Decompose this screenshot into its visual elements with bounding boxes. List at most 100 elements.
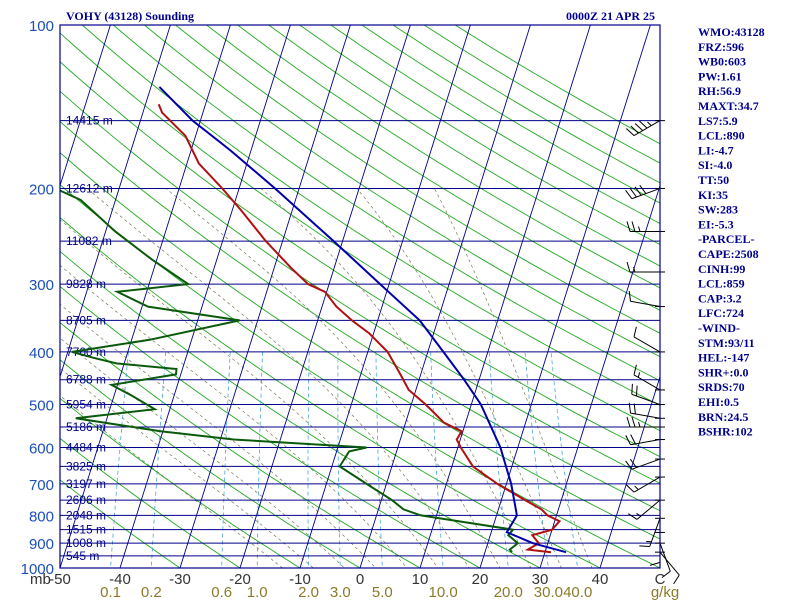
wind-barb-half-flag (637, 372, 641, 378)
grid-lines (60, 25, 660, 568)
pressure-tick-label: 900 (29, 536, 54, 553)
mixing-ratio-line (256, 351, 263, 568)
wind-barb-flag (625, 460, 633, 470)
temperature-tick-label: -30 (169, 571, 191, 588)
index-line: HEL:-147 (698, 351, 749, 365)
wind-barb-shaft (630, 412, 661, 419)
temperature-tick-label: -10 (289, 571, 311, 588)
stability-indices: WMO:43128FRZ:596WB0:603PW:1.61RH:56.9MAX… (698, 25, 765, 439)
wind-barb-half-flag (638, 226, 641, 232)
temperature-tick-label: 30 (532, 571, 549, 588)
index-line: LCL:890 (698, 129, 745, 143)
temperature-profile-line (157, 103, 562, 554)
profile-lines (60, 86, 567, 554)
mb-unit-label: mb (30, 571, 51, 588)
isotherm-line (60, 25, 171, 379)
dry-adiabat-line (60, 152, 660, 540)
mixing-ratio-line (337, 351, 341, 568)
parcel-profile-line (158, 86, 567, 554)
index-line: CINH:99 (698, 262, 745, 276)
height-label: 1008 m (66, 536, 106, 550)
moist-adiabat-line (86, 188, 470, 568)
wind-barb-flag (626, 128, 635, 136)
wind-barb-flag (639, 545, 650, 547)
isotherm-line (479, 25, 651, 568)
wind-barb-shaft (633, 336, 661, 353)
dry-adiabat-line (175, 25, 660, 334)
index-line: LI:-4.7 (698, 143, 734, 157)
wind-barb-flag (630, 434, 636, 445)
isotherm-line (419, 25, 591, 568)
dry-adiabat-line (60, 61, 660, 458)
wind-barb-flag (628, 290, 631, 302)
height-label: 3197 m (66, 477, 106, 491)
wind-barb-flag (626, 416, 631, 428)
temperature-tick-label: 40 (592, 571, 609, 588)
index-line: RH:56.9 (698, 84, 741, 98)
temperature-tick-label: 20 (472, 571, 489, 588)
moist-adiabat-line (60, 219, 439, 568)
wind-barb-shaft (659, 542, 671, 572)
height-label: 2048 m (66, 508, 106, 522)
isotherm-line (60, 25, 231, 568)
wind-barb-half-flag (638, 421, 641, 428)
mixing-ratio-tick-label: 0.2 (141, 584, 162, 600)
moist-adiabat-line (60, 395, 283, 568)
dry-adiabat-line (81, 25, 660, 406)
moist-adiabat-line (356, 188, 562, 568)
isotherm-line (179, 25, 351, 568)
dry-adiabat-line (268, 25, 660, 267)
wind-barb-half-flag (636, 512, 642, 517)
pressure-tick-label: 100 (29, 18, 54, 35)
index-line: MAXT:34.7 (698, 99, 759, 113)
wind-barb-flag (633, 326, 637, 338)
moist-adiabat-line (60, 337, 345, 568)
index-line: WMO:43128 (698, 25, 765, 39)
height-label: 1515 m (66, 523, 106, 537)
mixing-ratio-tick-label: 30.0 (534, 584, 563, 600)
dry-adiabat-line (60, 250, 541, 568)
wind-barb-shaft (659, 551, 680, 576)
index-line: PW:1.61 (698, 69, 742, 83)
wind-barb-flag (625, 435, 631, 446)
index-line: SW:283 (698, 203, 738, 217)
wind-barb-flag (636, 385, 638, 397)
isotherm-line (599, 375, 660, 568)
wind-barb-half-flag (647, 121, 652, 126)
isotherm-line (119, 25, 291, 568)
index-line: KI:35 (698, 188, 728, 202)
dry-adiabat-line (144, 25, 660, 358)
moist-adiabat-line (60, 303, 377, 568)
wind-barb-flag (628, 513, 638, 520)
temperature-tick-label: 10 (412, 571, 429, 588)
wind-barb-shaft (636, 499, 661, 520)
wind-barb-shaft (649, 518, 661, 547)
dry-adiabat-line (60, 216, 602, 568)
wind-barb-flag (661, 570, 671, 578)
isotherm-line (299, 25, 471, 568)
wind-barb-flag (629, 188, 637, 198)
mixing-ratio-tick-label: 0.1 (100, 584, 121, 600)
wind-barb-shaft (633, 120, 661, 137)
index-line: -PARCEL- (698, 232, 754, 246)
height-label: 11082 m (66, 234, 112, 248)
wind-barb-flag (633, 364, 637, 376)
dry-adiabat-line (60, 437, 241, 568)
wind-barb-flag (634, 186, 642, 196)
mixing-ratio-line (430, 351, 444, 568)
index-line: EI:-5.3 (698, 217, 734, 231)
wind-barb-shaft (630, 300, 661, 308)
dry-adiabat-line (206, 25, 660, 311)
index-line: STM:93/11 (698, 336, 755, 350)
wind-barb-half-flag (633, 266, 636, 273)
wind-barb-flag (626, 261, 631, 273)
wind-barb-flag (629, 458, 637, 468)
mixing-ratio-line (488, 351, 509, 568)
height-label: 5954 m (66, 398, 106, 412)
index-line: BSHR:102 (698, 425, 753, 439)
dewpoint-profile-line (60, 189, 520, 553)
pressure-tick-label: 500 (29, 398, 54, 415)
pressure-tick-label: 800 (29, 508, 54, 525)
index-line: WB0:603 (698, 55, 746, 69)
